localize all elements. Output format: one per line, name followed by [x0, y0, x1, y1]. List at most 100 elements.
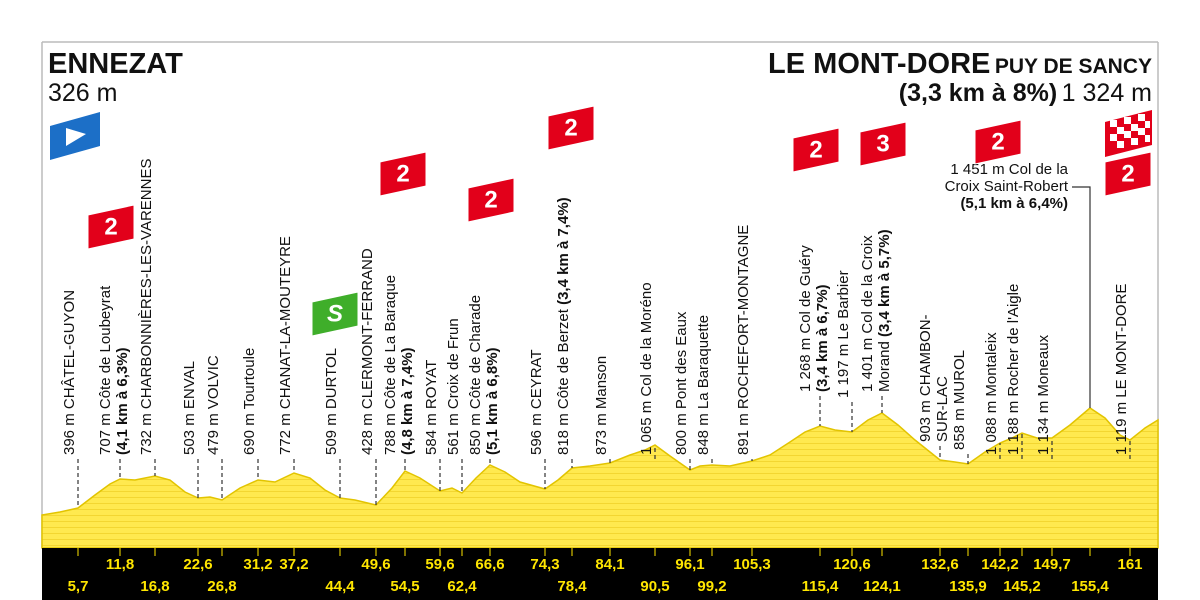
waypoint: 1 401 m Col de la Croix Morand (3,4 km à … [859, 121, 907, 595]
waypoint-label: 1 188 m Rocher de l'Aigle [1005, 284, 1022, 455]
km-label: 142,2 [981, 556, 1019, 573]
waypoint: 509 m DURTOL 44,4 S [311, 291, 359, 595]
waypoint: 479 m VOLVIC 26,8 [205, 355, 237, 595]
waypoint-label: 1 401 m Col de la Croix [859, 235, 876, 392]
waypoint-label: 1 268 m Col de Guéry [797, 245, 814, 392]
category-label: 2 [809, 136, 822, 163]
km-label: 161 [1117, 556, 1142, 573]
category-badge [467, 177, 515, 223]
waypoint-label: 707 m Côte de Loubeyrat [97, 285, 114, 455]
waypoint: 1 119 m LE MONT-DORE 161 2 [1104, 151, 1152, 573]
waypoint: 1 088 m Montaleix 142,2 [981, 332, 1019, 573]
waypoint: 891 m ROCHEFORT-MONTAGNE 105,3 [733, 225, 771, 573]
waypoint: 848 m La Baraquette 99,2 [695, 315, 727, 595]
waypoint-label: Croix Saint-Robert [945, 178, 1069, 195]
km-label: 37,2 [279, 556, 308, 573]
waypoint-label: 584 m ROYAT [423, 360, 440, 455]
km-label: 22,6 [183, 556, 212, 573]
km-label: 54,5 [390, 578, 419, 595]
km-label: 120,6 [833, 556, 871, 573]
waypoint-label: 903 m CHAMBON- [917, 314, 934, 442]
category-label: 2 [104, 213, 117, 240]
start-header: ENNEZAT 326 m [48, 50, 183, 106]
km-label: 96,1 [675, 556, 704, 573]
waypoint: 690 m Tourtoule 31,2 [241, 348, 273, 573]
category-badge [792, 127, 840, 173]
km-label: 135,9 [949, 578, 987, 595]
category-badge [974, 119, 1022, 165]
km-label: 105,3 [733, 556, 771, 573]
waypoint-label: (4,1 km à 6,3%) [114, 347, 131, 455]
km-label: 84,1 [595, 556, 624, 573]
waypoint-label: (5,1 km à 6,4%) [960, 195, 1068, 212]
km-label: 78,4 [557, 578, 587, 595]
finish-flag [1105, 110, 1152, 157]
waypoint-label: 690 m Tourtoule [241, 348, 258, 455]
waypoint-label: 1 134 m Moneaux [1035, 334, 1052, 455]
category-badge [311, 291, 359, 337]
category-label: S [327, 300, 343, 327]
category-label: 2 [484, 186, 497, 213]
finish-name: LE MONT-DORE [768, 48, 991, 80]
waypoint: 428 m CLERMONT-FERRAND 49,6 [359, 248, 391, 573]
waypoint: 732 m CHARBONNIÈRES-LES-VARENNES 16,8 [138, 159, 170, 595]
km-label: 16,8 [140, 578, 169, 595]
km-label: 99,2 [697, 578, 726, 595]
waypoint-label: 873 m Manson [593, 356, 610, 455]
waypoint: 818 m Côte de Berzet (3,4 km à 7,4%) 78,4… [547, 105, 595, 595]
waypoint: 584 m ROYAT 59,6 [423, 360, 455, 573]
waypoint-label: 1 088 m Montaleix [983, 332, 1000, 455]
km-label: 145,2 [1003, 578, 1041, 595]
start-flag [50, 112, 100, 160]
waypoint-label: 1 119 m LE MONT-DORE [1113, 284, 1130, 455]
waypoint: 1 065 m Col de la Moréno 90,5 [638, 282, 670, 595]
km-label: 66,6 [475, 556, 504, 573]
waypoint: 1 188 m Rocher de l'Aigle 145,2 [1003, 284, 1041, 595]
waypoint: 707 m Côte de Loubeyrat (4,1 km à 6,3%) 11… [87, 204, 135, 573]
waypoint-label: 850 m Côte de Charade [467, 295, 484, 455]
waypoint: 396 m CHÂTEL-GUYON 5,7 [61, 290, 88, 595]
waypoint-label: 818 m Côte de Berzet (3,4 km à 7,4%) [555, 197, 572, 455]
waypoint-label: 561 m Croix de Frun [445, 318, 462, 455]
finish-altitude: 1 324 m [1061, 79, 1152, 107]
waypoint: 873 m Manson 84,1 [593, 356, 625, 573]
category-badge [379, 151, 427, 197]
km-label: 155,4 [1071, 578, 1109, 595]
waypoint: 1 134 m Moneaux 149,7 [1033, 334, 1071, 573]
km-label: 124,1 [863, 578, 901, 595]
km-label: 149,7 [1033, 556, 1071, 573]
waypoint: 596 m CEYRAT 74,3 [528, 349, 560, 573]
waypoint: 1 197 m Le Barbier 120,6 [833, 270, 871, 573]
waypoint: 1 268 m Col de Guéry (3,4 km à 6,7%) 115,4… [792, 127, 840, 595]
km-label: 26,8 [207, 578, 236, 595]
start-altitude: 326 m [48, 79, 118, 107]
waypoint-label: (4,8 km à 7,4%) [399, 347, 416, 455]
waypoint-label: 800 m Pont des Eaux [673, 311, 690, 455]
start-name: ENNEZAT [48, 48, 183, 80]
waypoint-label: 891 m ROCHEFORT-MONTAGNE [735, 225, 752, 455]
km-label: 62,4 [447, 578, 477, 595]
category-label: 2 [396, 160, 409, 187]
finish-suffix: PUY DE SANCY [994, 55, 1152, 78]
km-label: 59,6 [425, 556, 454, 573]
km-label: 90,5 [640, 578, 669, 595]
waypoint: 903 m CHAMBON- SUR-LAC 132,6 [917, 314, 959, 573]
km-label: 11,8 [106, 556, 134, 573]
waypoint-label: 503 m ENVAL [181, 361, 198, 455]
waypoint-label: 396 m CHÂTEL-GUYON [61, 290, 78, 455]
waypoint: 561 m Croix de Frun 62,4 [445, 318, 477, 595]
waypoint-label: 732 m CHARBONNIÈRES-LES-VARENNES [138, 159, 155, 455]
km-label: 115,4 [802, 578, 839, 595]
waypoint: 772 m CHANAT-LA-MOUTEYRE 37,2 [277, 236, 309, 573]
waypoint-label: (5,1 km à 6,8%) [484, 347, 501, 455]
km-bar [42, 548, 1158, 600]
waypoint-label: SUR-LAC [934, 376, 951, 442]
category-label: 2 [564, 114, 577, 141]
waypoint-label: 848 m La Baraquette [695, 315, 712, 455]
waypoint-label: 1 065 m Col de la Moréno [638, 282, 655, 455]
waypoint-label: 1 451 m Col de la [950, 161, 1068, 178]
waypoint-label: (3,4 km à 6,7%) [814, 284, 831, 392]
category-badge [87, 204, 135, 250]
waypoint: 858 m MUROL 135,9 [949, 350, 987, 595]
